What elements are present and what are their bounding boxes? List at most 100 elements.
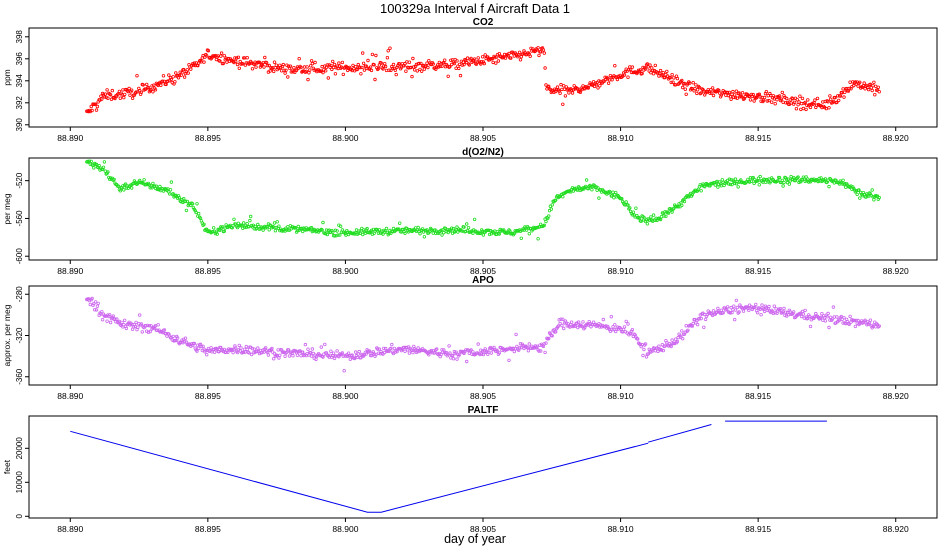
- data-point: [450, 226, 454, 230]
- data-point: [765, 99, 769, 103]
- y-tick-label: 20000: [15, 437, 24, 460]
- data-point: [376, 351, 381, 355]
- data-point: [518, 58, 523, 62]
- chart-panel-0: CO2 ppm 88.890 88.895 88.900 88.905 88.910 88.9…: [2, 17, 938, 143]
- data-point: [244, 61, 248, 65]
- data-point: [764, 89, 769, 94]
- data-point: [448, 64, 452, 69]
- data-point: [221, 61, 226, 66]
- data-point: [481, 352, 486, 357]
- data-point: [586, 86, 590, 90]
- data-point: [752, 181, 756, 186]
- data-point: [542, 51, 546, 55]
- data-point: [359, 356, 363, 360]
- data-point: [376, 347, 380, 351]
- data-point: [847, 86, 851, 91]
- chart-panel-3: PALTF feet 88.890 88.895 88.900 88.905 88.910 8…: [2, 405, 938, 534]
- data-point: [415, 69, 419, 73]
- data-point: [206, 49, 211, 53]
- data-point: [560, 323, 564, 328]
- data-point: [94, 308, 99, 312]
- data-point: [730, 182, 734, 187]
- data-point: [787, 182, 791, 186]
- data-point: [743, 94, 747, 99]
- data-point: [601, 317, 605, 322]
- data-point: [702, 325, 706, 329]
- data-point: [727, 90, 732, 95]
- data-point: [872, 80, 876, 84]
- data-point: [112, 177, 116, 182]
- data-point: [731, 308, 735, 312]
- data-point: [672, 76, 676, 80]
- data-point: [713, 183, 717, 187]
- data-point: [455, 357, 459, 361]
- data-point: [511, 346, 516, 351]
- data-point: [235, 62, 240, 67]
- data-point: [122, 318, 127, 322]
- data-point: [236, 55, 241, 59]
- data-point: [788, 98, 792, 102]
- data-point: [539, 50, 543, 54]
- data-point: [425, 61, 429, 65]
- data-point: [338, 233, 342, 237]
- data-point: [92, 308, 97, 312]
- y-tick-label: 0: [15, 514, 24, 519]
- data-point: [130, 96, 135, 100]
- data-point: [348, 357, 352, 361]
- data-point: [113, 317, 117, 321]
- data-point: [384, 226, 389, 231]
- data-point: [564, 321, 568, 325]
- data-point: [146, 85, 151, 90]
- data-point: [296, 224, 300, 229]
- data-point: [117, 89, 122, 94]
- data-point: [184, 208, 189, 213]
- data-point: [158, 184, 162, 189]
- data-point: [796, 102, 800, 107]
- data-point: [245, 221, 249, 226]
- data-point: [622, 73, 627, 77]
- data-point: [248, 218, 252, 223]
- data-point: [279, 69, 284, 73]
- data-point: [544, 219, 548, 224]
- data-point: [869, 85, 873, 90]
- data-point: [649, 70, 653, 75]
- data-point: [757, 183, 761, 187]
- data-point: [658, 217, 663, 222]
- data-point: [418, 67, 422, 72]
- data-point: [308, 68, 312, 72]
- data-point: [390, 342, 394, 347]
- y-tick-label: 390: [15, 118, 24, 132]
- data-point: [589, 184, 593, 189]
- data-point: [653, 63, 657, 68]
- data-point: [472, 57, 477, 61]
- data-point: [628, 206, 632, 210]
- data-point: [397, 227, 401, 231]
- y-axis-label: feet: [2, 459, 12, 474]
- data-point: [688, 81, 692, 85]
- data-point: [767, 177, 771, 181]
- data-point: [122, 188, 126, 192]
- x-axis-label: day of year: [444, 532, 506, 546]
- data-point: [483, 347, 487, 351]
- data-point: [292, 65, 296, 70]
- data-point: [741, 309, 746, 313]
- data-point: [626, 322, 630, 326]
- data-point: [800, 96, 805, 101]
- data-point: [388, 46, 392, 50]
- data-point: [487, 350, 491, 354]
- data-point: [414, 62, 419, 67]
- data-point: [183, 199, 188, 203]
- data-point: [476, 56, 480, 60]
- data-point: [801, 106, 806, 111]
- data-point: [877, 195, 881, 200]
- data-point: [868, 318, 873, 322]
- data-point: [297, 57, 301, 61]
- data-point: [806, 177, 810, 181]
- data-point: [823, 177, 828, 181]
- data-point: [528, 54, 532, 58]
- data-point: [835, 315, 839, 319]
- x-tick-label: 88.900: [332, 266, 358, 276]
- data-point: [508, 229, 512, 233]
- data-point: [118, 96, 122, 100]
- data-point: [469, 348, 473, 352]
